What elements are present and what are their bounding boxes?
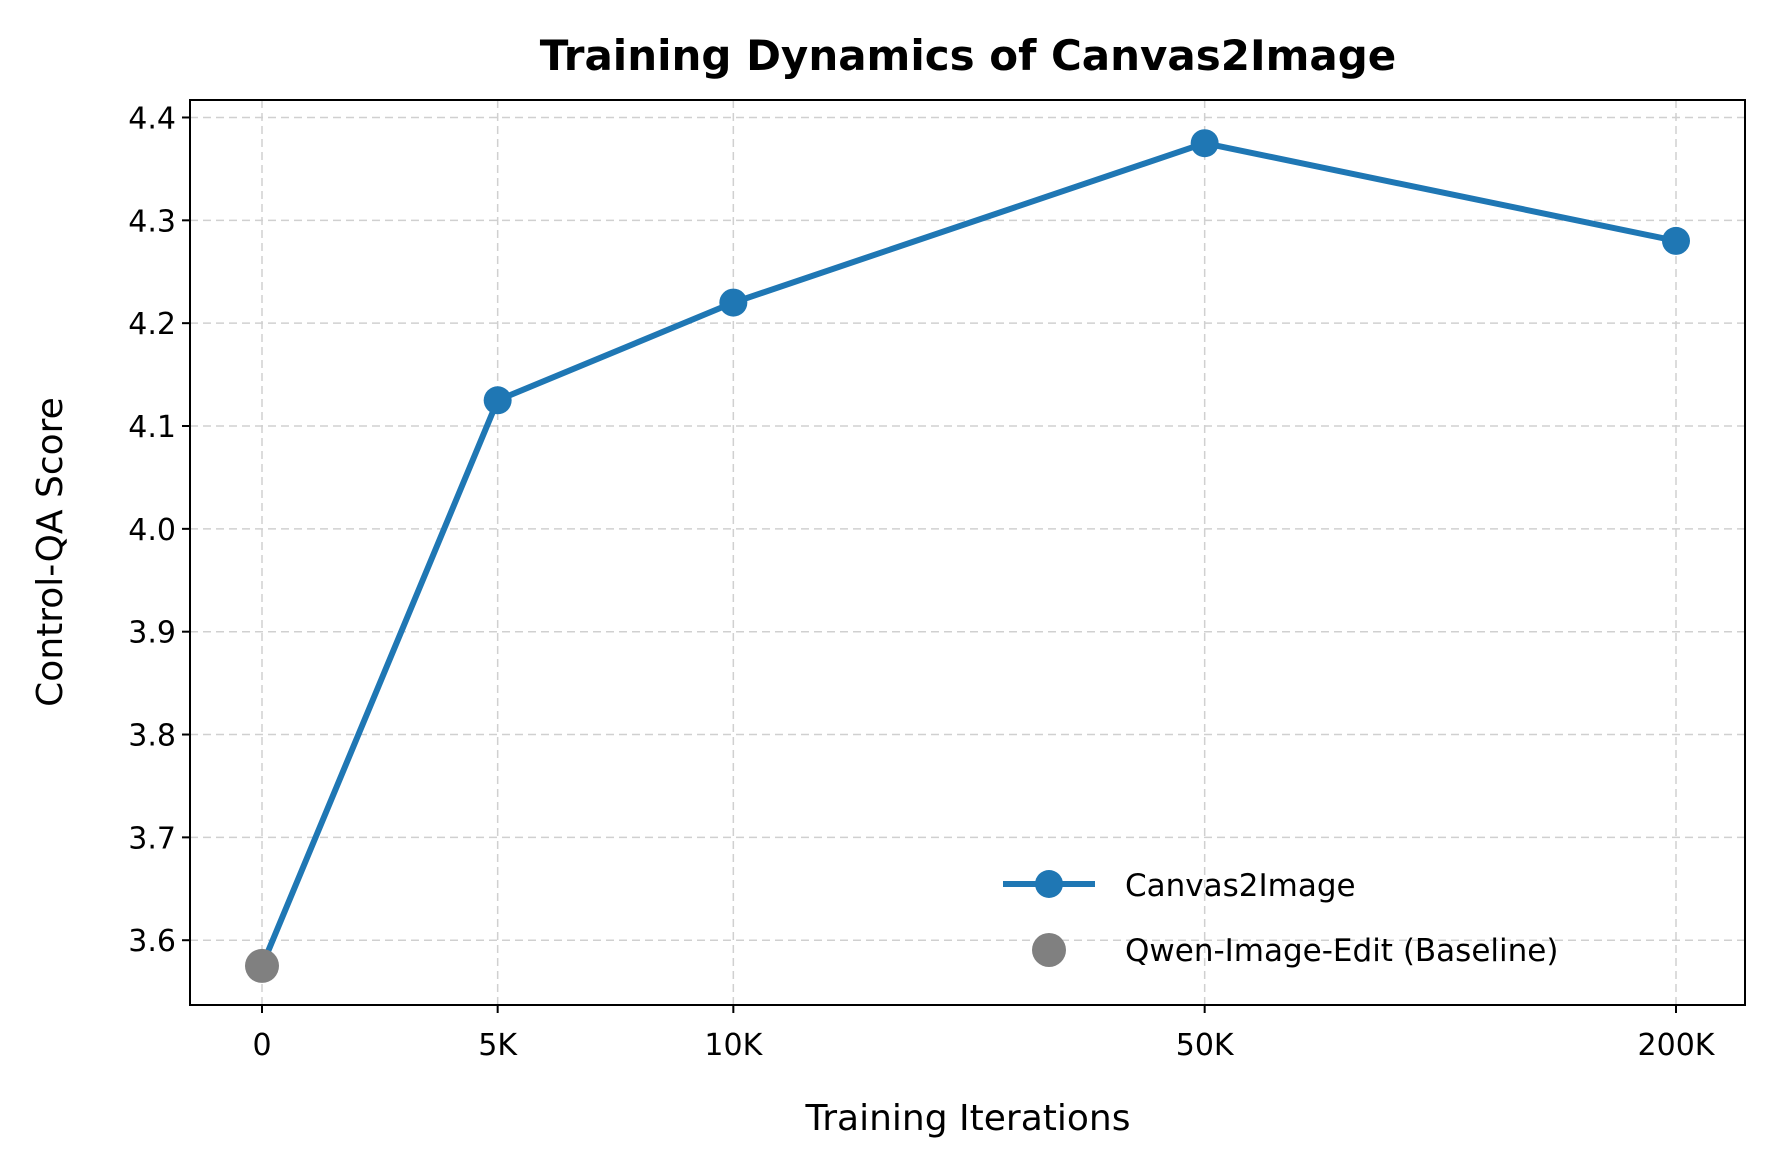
legend-label-canvas2image: Canvas2Image [1125, 868, 1356, 904]
x-tick-label: 200K [1638, 1028, 1716, 1063]
data-point-baseline [245, 948, 279, 983]
y-tick-label: 3.8 [128, 719, 176, 754]
grid [190, 100, 1745, 1005]
y-tick-label: 3.7 [128, 821, 176, 856]
data-point-canvas2image [719, 288, 748, 317]
legend: Canvas2Image Qwen-Image-Edit (Baseline) [1003, 868, 1558, 969]
x-tick-label: 0 [252, 1028, 271, 1063]
data-point-canvas2image [1190, 129, 1219, 158]
chart-title: Training Dynamics of Canvas2Image [540, 31, 1397, 80]
legend-marker-canvas2image [1035, 870, 1063, 898]
y-tick-label: 4.4 [128, 101, 176, 136]
series-layer [245, 129, 1690, 983]
y-tick-label: 4.3 [128, 204, 176, 239]
data-point-canvas2image [1662, 226, 1690, 255]
series-line-canvas2image [259, 140, 1677, 968]
plot-frame [189, 99, 1746, 1006]
y-axis: 3.6 3.7 3.8 3.9 4.0 4.1 4.2 4.3 4.4 [128, 101, 190, 959]
x-tick-label: 10K [704, 1028, 763, 1063]
x-axis-label: Training Iterations [805, 1098, 1131, 1139]
y-tick-label: 4.2 [128, 307, 176, 342]
x-tick-label: 5K [478, 1028, 518, 1063]
y-tick-label: 4.0 [128, 513, 176, 548]
y-axis-label: Control-QA Score [30, 397, 71, 707]
x-axis: 0 5K 10K 50K 200K [252, 1005, 1716, 1063]
y-tick-label: 3.6 [128, 924, 176, 959]
y-tick-label: 3.9 [128, 616, 176, 651]
legend-label-baseline: Qwen-Image-Edit (Baseline) [1125, 933, 1558, 969]
data-point-canvas2image [483, 386, 512, 415]
y-tick-label: 4.1 [128, 410, 176, 445]
x-tick-label: 50K [1176, 1028, 1235, 1063]
legend-marker-baseline [1032, 933, 1066, 967]
